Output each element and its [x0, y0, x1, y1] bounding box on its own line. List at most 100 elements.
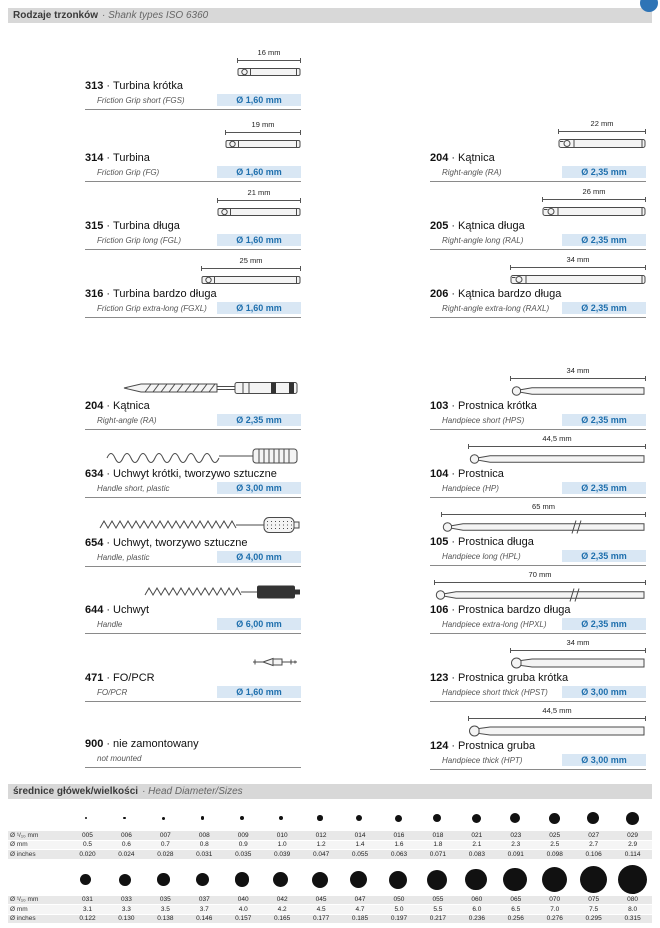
table2-row-mm: Ø mm 3.1 3.3 3.5 3.7 4.0 4.2 4.5 4.7 5.0 5.5 6.0 6.5… — [8, 905, 652, 914]
size-value: 0.177 — [312, 915, 330, 923]
size-value: 0.165 — [274, 915, 291, 923]
shank-name: Kątnica bardzo długa — [458, 288, 562, 300]
size-row-label: Ø inches — [10, 915, 36, 923]
dot-cell — [66, 874, 105, 885]
size-value: 016 — [393, 831, 405, 839]
size-row-label: Ø mm — [10, 841, 28, 849]
shank-name: Turbina krótka — [113, 80, 183, 92]
separator: · — [451, 400, 456, 412]
dimension-line — [542, 197, 646, 202]
size-value: 0.130 — [118, 915, 135, 923]
size-value: 0.146 — [196, 915, 213, 923]
shank-name: Prostnica długa — [458, 536, 534, 548]
size-value: 2.5 — [550, 841, 560, 849]
size-value: 0.024 — [118, 850, 135, 858]
size-value: 047 — [354, 896, 366, 904]
section-title-pl: Rodzaje trzonków — [13, 10, 99, 21]
dimension-label: 70 mm — [528, 570, 552, 579]
diameter-badge: Ø 2,35 mm — [562, 618, 646, 630]
separator: · — [451, 536, 456, 548]
shank-name: Turbina długa — [113, 220, 180, 232]
shank-title: 314 · Turbina — [85, 152, 301, 164]
dot-cell — [261, 815, 300, 821]
size-dot — [617, 865, 647, 894]
dimension-label: 34 mm — [566, 638, 590, 647]
shank-title: 634 · Uchwyt krótki, tworzywo sztuczne — [85, 468, 301, 480]
shank-subtitle: Right-angle long (RAL) — [442, 235, 524, 245]
size-value: 0.197 — [390, 915, 408, 923]
dot-cell — [300, 871, 339, 888]
shank-code: 315 — [85, 220, 104, 232]
shank-subtitle: Handpiece long (HPL) — [442, 551, 521, 561]
dimension-label: 25 mm — [239, 256, 263, 265]
size-value: 4.5 — [316, 905, 326, 913]
size-value: 7.0 — [550, 905, 560, 913]
size-value: 2.7 — [589, 841, 599, 849]
shank-entry-204-left: 204 · Kątnica Right-angle (RA) Ø 2,35 mm — [85, 364, 301, 430]
size-value: 1.0 — [277, 841, 287, 849]
dimension-line — [510, 376, 646, 381]
size-value: 035 — [159, 896, 171, 904]
dot-cell — [418, 869, 457, 890]
shank-title: 471 · FO/PCR — [85, 672, 301, 684]
ra-shank-drawing — [510, 275, 646, 284]
size-row-label: Ø ¹/₁₀ mm — [10, 896, 39, 904]
shank-illustration: 34 mm — [430, 630, 646, 670]
shank-entry-205: 26 mm 205 · Kątnica długa Right-angle long… — [430, 178, 646, 250]
dot-cell — [144, 873, 183, 886]
shank-subrow: Handpiece (HP) Ø 2,35 mm — [430, 482, 646, 494]
dot-cell — [339, 815, 378, 821]
shank-subtitle: Right-angle extra-long (RAXL) — [442, 303, 550, 313]
shank-subrow: Right-angle (RA) Ø 2,35 mm — [85, 414, 301, 426]
shank-subrow: Friction Grip short (FGS) Ø 1,60 mm — [85, 94, 301, 106]
shank-illustration: 44,5 mm — [430, 426, 646, 466]
size-value: 0.138 — [157, 915, 174, 923]
shank-title: 206 · Kątnica bardzo długa — [430, 288, 646, 300]
size-dot — [394, 814, 402, 822]
shank-subrow: Handle short, plastic Ø 3,00 mm — [85, 482, 301, 494]
shank-code: 654 — [85, 537, 104, 549]
dot-cell — [535, 812, 574, 824]
shank-code: 205 — [430, 220, 449, 232]
dimension-label: 65 mm — [532, 502, 555, 511]
shank-subtitle: Handpiece short (HPS) — [442, 415, 525, 425]
diameter-badge: Ø 2,35 mm — [562, 414, 646, 426]
size-value: 0.039 — [274, 850, 291, 858]
size-value: 0.5 — [82, 841, 92, 849]
diameter-badge: Ø 1,60 mm — [217, 94, 301, 106]
diameter-badge: Ø 3,00 mm — [562, 754, 646, 766]
size-value: 070 — [549, 896, 561, 904]
size-dot — [541, 867, 567, 892]
dimension-label: 19 mm — [251, 120, 275, 129]
size-value: 009 — [237, 831, 249, 839]
size-value: 4.2 — [277, 905, 287, 913]
size-value: 0.295 — [585, 915, 602, 923]
shank-subrow: Handle, plastic Ø 4,00 mm — [85, 551, 301, 563]
separator: · — [451, 672, 456, 684]
table1-row-codes: Ø ¹/₁₀ mm 005 006 007 008 009 010 012 014 016 018 0… — [8, 831, 652, 840]
separator: · — [106, 288, 111, 300]
size-value: 027 — [588, 831, 600, 839]
size-value: 006 — [120, 831, 132, 839]
separator: · — [451, 468, 456, 480]
shank-name: Prostnica gruba — [458, 740, 536, 752]
shank-name: FO/PCR — [113, 672, 155, 684]
shank-subrow: FO/PCR Ø 1,60 mm — [85, 686, 301, 698]
shank-name: Uchwyt, tworzywo sztuczne — [113, 537, 248, 549]
shank-entry-314: 19 mm 314 · Turbina Friction Grip (FG) Ø 1,… — [85, 110, 301, 182]
fg-shank-drawing — [237, 68, 301, 76]
size-value: 0.091 — [507, 850, 524, 858]
diameter-badge: Ø 2,35 mm — [562, 166, 646, 178]
shank-title: 124 · Prostnica gruba — [430, 740, 646, 752]
separator: · — [106, 738, 111, 750]
shank-illustration: 34 mm — [430, 358, 646, 398]
size-dot — [80, 874, 92, 885]
size-value: 007 — [159, 831, 171, 839]
hp-shank-drawing — [469, 454, 645, 464]
dimension-line — [201, 266, 301, 271]
size-value: 0.028 — [157, 850, 174, 858]
shank-subtitle: Handle — [97, 619, 123, 629]
shank-name: Prostnica bardzo długa — [458, 604, 571, 616]
dimension-label: 21 mm — [247, 188, 271, 197]
size-dot — [118, 873, 131, 886]
